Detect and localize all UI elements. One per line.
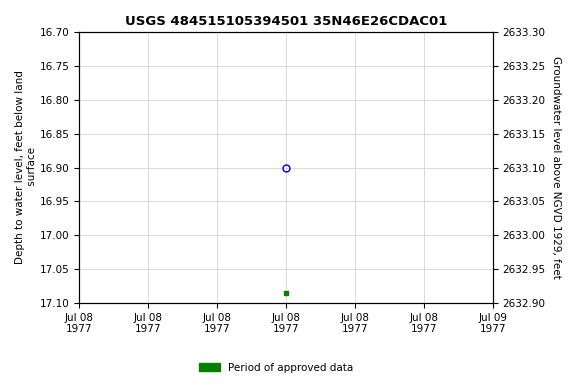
Legend: Period of approved data: Period of approved data	[195, 359, 358, 377]
Y-axis label: Groundwater level above NGVD 1929, feet: Groundwater level above NGVD 1929, feet	[551, 56, 561, 279]
Y-axis label: Depth to water level, feet below land
 surface: Depth to water level, feet below land su…	[15, 71, 37, 265]
Title: USGS 484515105394501 35N46E26CDAC01: USGS 484515105394501 35N46E26CDAC01	[124, 15, 447, 28]
